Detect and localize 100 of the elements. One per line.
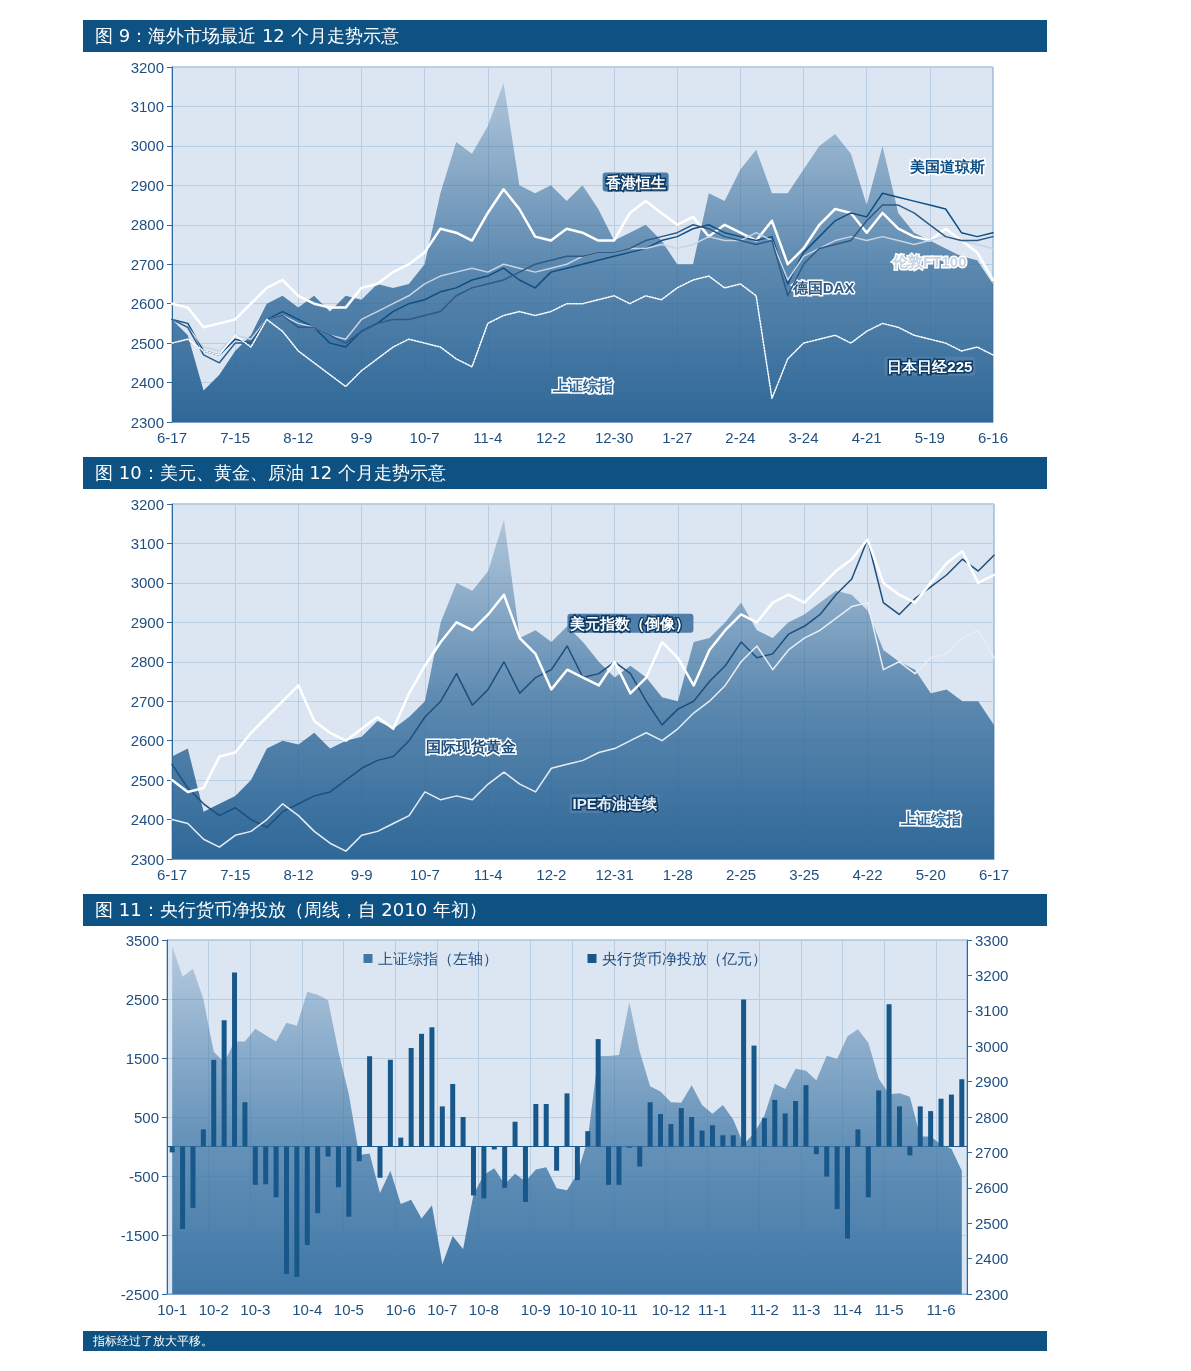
y-tick-label: 2300 — [130, 413, 164, 431]
y-tick-label: 2800 — [130, 216, 164, 234]
series-label: 上证综指 — [551, 376, 613, 394]
x-tick-label: 11-1 — [697, 1301, 727, 1318]
x-tick-label: 10-2 — [198, 1301, 229, 1318]
y-tick-label: 2300 — [130, 850, 164, 868]
y-tick-label: 3200 — [130, 58, 164, 76]
x-tick-label: 11-6 — [926, 1301, 956, 1318]
text: IPE布油连续 — [572, 795, 658, 813]
y-tick-label: 2700 — [130, 692, 164, 710]
x-tick-label: 11-3 — [791, 1301, 821, 1318]
x-tick-label: 1-27 — [662, 429, 693, 446]
x-tick-label: 10-7 — [409, 866, 440, 883]
series-label: 香港恒生 — [604, 173, 666, 191]
y2-tick-label: 2800 — [975, 1108, 1009, 1126]
y-tick-label: 1500 — [125, 1049, 159, 1067]
y-tick-label: 2500 — [125, 990, 159, 1008]
x-tick-label: 6-17 — [978, 866, 1010, 883]
y-tick-label: 2400 — [130, 811, 164, 829]
legend-label: 上证综指（左轴） — [377, 950, 498, 967]
x-tick-label: 12-30 — [594, 429, 634, 446]
y-tick-label: 2400 — [130, 374, 164, 392]
y-tick-label: 2500 — [130, 771, 164, 789]
y-tick-label: 2800 — [130, 653, 164, 671]
x-tick-label: 9-9 — [350, 429, 373, 446]
x-tick-label: 10-1 — [157, 1301, 188, 1318]
x-tick-label: 2-25 — [726, 866, 757, 883]
x-tick-label: 10-7 — [427, 1301, 458, 1318]
x-tick-label: 4-21 — [851, 429, 882, 446]
x-tick-label: 6-17 — [156, 866, 188, 883]
x-tick-label: 6-17 — [156, 429, 188, 446]
series-label: 日本日经225 — [887, 357, 973, 375]
y2-tick-label: 2900 — [975, 1073, 1009, 1091]
legend-label: 央行货币净投放（亿元） — [601, 950, 767, 967]
y-tick-label: 2600 — [130, 732, 164, 750]
x-tick-label: 3-25 — [789, 866, 820, 883]
y2-tick-label: 3100 — [975, 1002, 1009, 1020]
x-tick-label: 11-4 — [473, 429, 503, 446]
x-tick-label: 4-22 — [852, 866, 883, 883]
y2-tick-label: 3000 — [975, 1037, 1009, 1055]
y-tick-label: 2700 — [130, 255, 164, 273]
x-tick-label: 8-12 — [283, 429, 314, 446]
x-tick-label: 10-12 — [651, 1301, 691, 1318]
y2-tick-label: 2700 — [975, 1143, 1009, 1161]
x-tick-label: 10-7 — [409, 429, 440, 446]
y-tick-label: -1500 — [120, 1226, 159, 1244]
chart-title: 图 11：央行货币净投放（周线，自 2010 年初） — [83, 894, 1047, 926]
y-tick-label: 3100 — [130, 534, 164, 552]
y-tick-label: 3500 — [125, 931, 159, 949]
series-label: 美国道琼斯 — [908, 158, 985, 176]
y-tick-label: -500 — [128, 1167, 159, 1185]
x-tick-label: 10-6 — [385, 1301, 416, 1318]
x-tick-label: 10-11 — [600, 1301, 638, 1318]
y-tick-label: 3100 — [130, 97, 164, 115]
y2-tick-label: 2300 — [975, 1285, 1009, 1303]
x-tick-label: 10-8 — [468, 1301, 499, 1318]
text: 指标经过了放大平移。 — [83, 1331, 1047, 1351]
x-tick-label: 1-28 — [662, 866, 693, 883]
y2-tick-label: 2600 — [975, 1179, 1009, 1197]
y2-tick-label: 2400 — [975, 1250, 1009, 1268]
series-label: 伦敦FT100 — [892, 253, 967, 271]
y-tick-label: 3000 — [130, 574, 164, 592]
x-tick-label: 10-3 — [240, 1301, 271, 1318]
y2-tick-label: 2500 — [975, 1214, 1009, 1232]
x-tick-label: 10-5 — [333, 1301, 364, 1318]
y2-tick-label: 3200 — [975, 966, 1009, 984]
series-label: 国际现货黄金 — [425, 737, 516, 755]
x-tick-label: 6-16 — [977, 429, 1009, 446]
y2-tick-label: 3300 — [975, 931, 1009, 949]
x-tick-label: 11-4 — [833, 1301, 862, 1318]
x-tick-label: 12-31 — [595, 866, 634, 883]
x-tick-label: 3-24 — [788, 429, 819, 446]
x-tick-label: 10-9 — [520, 1301, 551, 1318]
y-tick-label: 500 — [133, 1108, 159, 1126]
x-tick-label: 5-19 — [914, 429, 945, 446]
x-tick-label: 5-20 — [915, 866, 946, 883]
y-tick-label: -2500 — [120, 1285, 159, 1303]
y-tick-label: 3000 — [130, 137, 164, 155]
x-tick-label: 10-10 — [558, 1301, 597, 1318]
x-tick-label: 8-12 — [283, 866, 314, 883]
x-tick-label: 2-24 — [725, 429, 756, 446]
x-tick-label: 9-9 — [350, 866, 373, 883]
x-tick-label: 10-4 — [292, 1301, 323, 1318]
series-label: 德国DAX — [791, 278, 855, 296]
y-tick-label: 2600 — [130, 295, 164, 313]
y-tick-label: 3200 — [130, 495, 164, 513]
y-tick-label: 2900 — [130, 176, 164, 194]
x-tick-label: 11-5 — [874, 1301, 904, 1318]
x-tick-label: 12-2 — [536, 866, 567, 883]
y-tick-label: 2900 — [130, 613, 164, 631]
y-tick-label: 2500 — [130, 334, 164, 352]
chart-title: 图 10：美元、黄金、原油 12 个月走势示意 — [83, 457, 1047, 489]
x-tick-label: 11-2 — [749, 1301, 779, 1318]
x-tick-label: 12-2 — [535, 429, 566, 446]
series-label: 上证综指 — [899, 809, 961, 827]
x-tick-label: 7-15 — [220, 866, 251, 883]
chart-title: 图 9：海外市场最近 12 个月走势示意 — [83, 20, 1047, 52]
x-tick-label: 7-15 — [220, 429, 251, 446]
x-tick-label: 11-4 — [473, 866, 503, 883]
series-label: 美元指数（倒像） — [569, 614, 691, 632]
